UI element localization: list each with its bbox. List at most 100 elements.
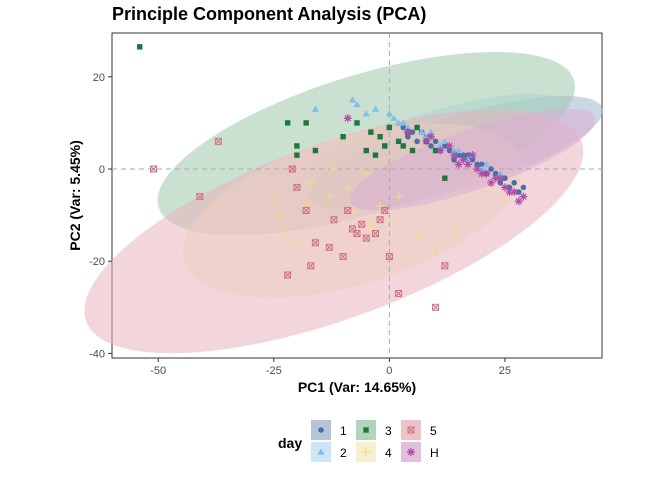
x-tick-label: 0 [386, 365, 392, 377]
point-day-2 [348, 96, 356, 103]
point-day-2 [385, 110, 393, 117]
point-day-5 [385, 253, 393, 261]
legend: day 1 2 3 4 5 H [278, 420, 439, 462]
point-day-H [422, 137, 431, 146]
point-day-H [459, 155, 468, 164]
point-day-2 [404, 123, 412, 131]
point-day-4 [329, 164, 338, 173]
point-day-4 [413, 234, 422, 243]
point-day-H [473, 164, 482, 173]
y-tick-label: 20 [93, 72, 105, 84]
point-day-3 [294, 143, 300, 149]
point-day-H [454, 160, 463, 169]
point-day-1 [414, 138, 420, 145]
point-day-1 [502, 175, 508, 182]
point-day-3 [377, 134, 383, 140]
point-day-5 [325, 243, 333, 251]
x-axis-title: PC1 (Var: 14.65%) [298, 379, 416, 395]
point-day-5 [288, 165, 296, 173]
point-day-1 [455, 152, 462, 158]
legend-label: 1 [340, 424, 347, 438]
point-day-4 [394, 192, 403, 201]
point-day-2 [395, 119, 403, 126]
point-day-3 [312, 147, 319, 154]
point-day-4 [343, 183, 352, 192]
point-day-4 [325, 192, 334, 201]
point-day-4 [306, 178, 315, 187]
point-day-5 [362, 234, 370, 242]
point-day-2 [482, 160, 491, 168]
point-day-4 [366, 220, 375, 229]
point-day-H [514, 197, 523, 206]
point-day-5 [344, 206, 352, 214]
point-day-5 [376, 216, 384, 224]
legend-label: H [430, 446, 439, 460]
point-day-2 [464, 156, 472, 163]
point-day-5 [150, 165, 158, 173]
point-day-1 [405, 133, 411, 140]
point-day-2 [399, 119, 407, 126]
point-day-4 [348, 206, 357, 215]
point-day-1 [400, 124, 407, 131]
point-day-5 [311, 239, 319, 247]
point-day-3 [303, 120, 309, 126]
point-day-H [510, 188, 519, 197]
legend-item-day-4: 4 [356, 442, 392, 462]
point-day-1 [474, 161, 480, 168]
point-day-5 [339, 253, 347, 261]
point-day-4 [376, 201, 385, 210]
point-day-3 [395, 138, 402, 145]
point-day-1 [409, 129, 416, 135]
point-day-H [445, 141, 454, 150]
point-day-5 [307, 262, 315, 270]
point-day-H [468, 151, 477, 160]
point-day-4 [279, 229, 288, 238]
legend-label: 3 [385, 424, 392, 438]
point-day-4 [362, 169, 371, 178]
point-day-2 [362, 110, 370, 117]
legend-label: 5 [430, 424, 437, 438]
point-day-H [505, 188, 514, 197]
point-day-5 [196, 193, 204, 201]
point-day-1 [488, 166, 494, 172]
point-day-3 [400, 143, 406, 149]
point-day-H [491, 174, 500, 183]
point-day-5 [441, 262, 449, 270]
point-day-H [426, 132, 435, 141]
point-day-2 [427, 128, 435, 135]
point-day-3 [340, 134, 346, 140]
point-day-2 [496, 170, 504, 177]
legend-marker [317, 448, 325, 455]
point-day-3 [382, 143, 388, 149]
points-layer [137, 44, 528, 311]
point-day-1 [479, 161, 485, 168]
legend-item-day-H: H [401, 442, 439, 462]
point-day-5 [381, 206, 389, 214]
point-day-1 [460, 152, 467, 158]
legend-label: 4 [385, 446, 392, 460]
point-day-3 [354, 120, 360, 126]
point-day-3 [386, 124, 393, 131]
legend-item-day-2: 2 [311, 442, 347, 462]
point-day-1 [442, 143, 448, 149]
x-tick-label: 25 [499, 365, 511, 377]
point-day-1 [511, 180, 517, 186]
point-day-2 [311, 105, 319, 112]
y-tick-label: 0 [99, 164, 105, 176]
point-day-2 [455, 146, 463, 154]
legend-marker [362, 448, 370, 456]
y-tick-label: -20 [89, 256, 105, 268]
point-day-5 [302, 206, 310, 214]
y-tick-label: -40 [89, 348, 105, 360]
point-day-H [487, 178, 496, 187]
point-day-1 [432, 138, 439, 145]
point-day-1 [428, 143, 434, 149]
point-day-2 [441, 137, 449, 145]
point-day-5 [284, 271, 292, 279]
point-day-4 [274, 211, 283, 220]
point-day-5 [432, 303, 440, 311]
legend-label: 2 [340, 446, 347, 460]
legend-marker [407, 426, 415, 434]
x-tick-label: -25 [266, 365, 282, 377]
